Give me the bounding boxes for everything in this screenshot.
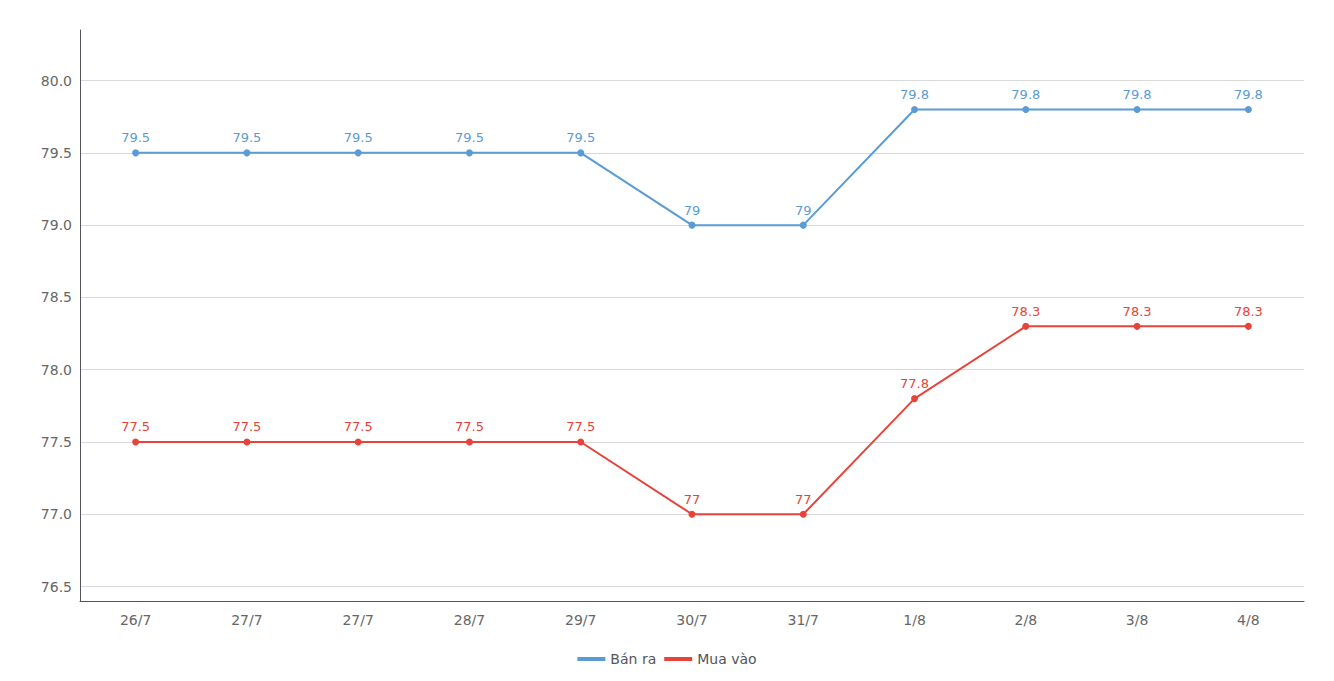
svg-text:79.8: 79.8 <box>900 87 929 102</box>
svg-text:1/8: 1/8 <box>903 612 926 628</box>
svg-text:77: 77 <box>684 492 701 507</box>
svg-text:Bán ra: Bán ra <box>610 651 656 667</box>
svg-text:27/7: 27/7 <box>231 612 262 628</box>
svg-text:80.0: 80.0 <box>41 73 72 89</box>
svg-text:79.5: 79.5 <box>566 130 595 145</box>
svg-text:3/8: 3/8 <box>1126 612 1149 628</box>
svg-text:77.5: 77.5 <box>566 419 595 434</box>
svg-text:77.5: 77.5 <box>344 419 373 434</box>
svg-text:29/7: 29/7 <box>565 612 596 628</box>
svg-text:79.5: 79.5 <box>232 130 261 145</box>
svg-text:77.5: 77.5 <box>121 419 150 434</box>
svg-text:79.5: 79.5 <box>121 130 150 145</box>
svg-text:79.5: 79.5 <box>41 145 72 161</box>
svg-text:79.8: 79.8 <box>1234 87 1263 102</box>
svg-text:78.3: 78.3 <box>1011 304 1040 319</box>
svg-text:77.5: 77.5 <box>232 419 261 434</box>
svg-text:77.5: 77.5 <box>455 419 484 434</box>
svg-text:77.8: 77.8 <box>900 376 929 391</box>
svg-text:79.8: 79.8 <box>1123 87 1152 102</box>
svg-text:78.0: 78.0 <box>41 362 72 378</box>
svg-text:79.8: 79.8 <box>1011 87 1040 102</box>
svg-text:Mua vào: Mua vào <box>697 651 756 667</box>
svg-text:26/7: 26/7 <box>120 612 151 628</box>
svg-text:78.3: 78.3 <box>1234 304 1263 319</box>
svg-text:2/8: 2/8 <box>1015 612 1038 628</box>
svg-text:31/7: 31/7 <box>788 612 819 628</box>
svg-text:79.5: 79.5 <box>455 130 484 145</box>
svg-text:77.5: 77.5 <box>41 434 72 450</box>
svg-text:30/7: 30/7 <box>676 612 707 628</box>
svg-text:77.0: 77.0 <box>41 506 72 522</box>
svg-text:79: 79 <box>684 203 701 218</box>
svg-text:77: 77 <box>795 492 812 507</box>
svg-text:4/8: 4/8 <box>1237 612 1260 628</box>
svg-text:78.3: 78.3 <box>1123 304 1152 319</box>
svg-text:28/7: 28/7 <box>454 612 485 628</box>
svg-text:78.5: 78.5 <box>41 289 72 305</box>
svg-text:79.0: 79.0 <box>41 217 72 233</box>
svg-text:27/7: 27/7 <box>342 612 373 628</box>
svg-text:79: 79 <box>795 203 812 218</box>
svg-text:76.5: 76.5 <box>41 579 72 595</box>
svg-text:79.5: 79.5 <box>344 130 373 145</box>
